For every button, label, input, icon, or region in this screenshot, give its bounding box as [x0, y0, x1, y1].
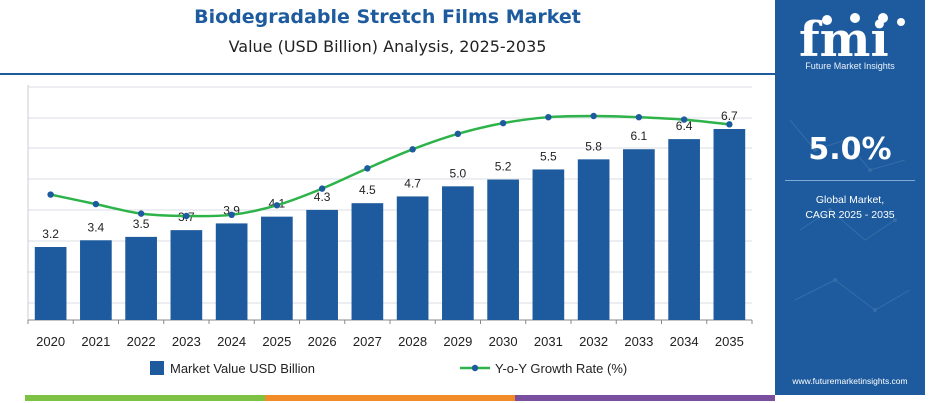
bar-2020 — [34, 247, 67, 320]
bar-label-2035: 6.7 — [721, 109, 738, 123]
footer-color-bar — [0, 395, 930, 403]
x-tick-label-2029: 2029 — [443, 334, 472, 349]
growth-point-2025 — [273, 202, 281, 209]
x-tick-label-2027: 2027 — [353, 334, 382, 349]
x-tick-label-2031: 2031 — [534, 334, 563, 349]
x-tick-label-2026: 2026 — [308, 334, 337, 349]
bar-label-2020: 3.2 — [42, 227, 59, 241]
x-tick-label-2034: 2034 — [670, 334, 699, 349]
bar-2025 — [261, 216, 293, 320]
bar-2028 — [396, 196, 429, 320]
bar-label-2032: 5.8 — [585, 139, 602, 153]
bar-2021 — [80, 240, 112, 320]
x-tick-label-2030: 2030 — [489, 334, 518, 349]
bar-label-2028: 4.7 — [404, 176, 421, 190]
growth-point-2034 — [680, 116, 688, 123]
website-link[interactable]: www.futuremarketinsights.com — [792, 376, 908, 386]
growth-line — [50, 114, 730, 218]
bar-2031 — [532, 169, 565, 320]
x-tick-label-2023: 2023 — [172, 334, 201, 349]
x-tick-label-2022: 2022 — [127, 334, 156, 349]
cagr-label-line2: CAGR 2025 - 2035 — [805, 209, 895, 221]
chart: 3.23.43.53.73.94.14.34.54.75.05.25.55.86… — [27, 85, 753, 376]
bar-2033 — [623, 149, 655, 320]
growth-point-2028 — [409, 146, 416, 153]
legend-bar-swatch — [150, 361, 164, 375]
x-tick-label-2024: 2024 — [217, 334, 246, 349]
bar-2026 — [306, 209, 338, 320]
bar-label-2030: 5.2 — [495, 160, 512, 174]
bar-2030 — [487, 179, 519, 320]
growth-point-2026 — [318, 185, 326, 192]
bar-label-2021: 3.4 — [88, 220, 105, 234]
x-tick-label-2035: 2035 — [715, 334, 744, 349]
bar-label-2031: 5.5 — [540, 149, 557, 163]
growth-point-2022 — [137, 210, 145, 217]
growth-point-2027 — [364, 165, 371, 172]
growth-point-2021 — [92, 200, 100, 208]
growth-point-2035 — [726, 121, 733, 128]
bar-2027 — [351, 203, 384, 320]
growth-point-2032 — [590, 112, 597, 120]
bar-label-2022: 3.5 — [133, 217, 150, 231]
growth-point-2020 — [47, 191, 54, 198]
sidebar-pattern — [789, 119, 911, 312]
bar-label-2026: 4.3 — [314, 190, 331, 204]
fmi-logo: fmi — [799, 12, 905, 60]
growth-point-2030 — [499, 119, 507, 127]
bar-2023 — [170, 230, 203, 320]
sidebar-divider — [785, 180, 915, 181]
header-rule — [0, 73, 775, 75]
bar-2032 — [577, 159, 610, 320]
growth-point-2023 — [183, 212, 190, 220]
x-tick-label-2020: 2020 — [36, 334, 65, 349]
bar-2029 — [442, 186, 474, 320]
growth-point-2024 — [228, 211, 235, 219]
x-tick-label-2033: 2033 — [624, 334, 653, 349]
logo-text: fmi — [799, 12, 889, 60]
bar-2024 — [215, 223, 248, 320]
cagr-value: 5.0% — [808, 132, 892, 167]
legend-bar-label: Market Value USD Billion — [170, 361, 315, 376]
bar-label-2033: 6.1 — [631, 129, 648, 143]
legend-line-marker — [471, 364, 479, 372]
footer-bar-purple — [515, 395, 775, 401]
chart-subtitle: Value (USD Billion) Analysis, 2025-2035 — [228, 37, 547, 56]
logo-subtitle: Future Market Insights — [805, 61, 895, 71]
x-tick-label-2032: 2032 — [579, 334, 608, 349]
bar-2022 — [125, 236, 157, 320]
growth-point-2029 — [454, 130, 462, 138]
chart-title: Biodegradable Stretch Films Market — [194, 6, 581, 28]
sidebar-panel: fmi Future Market Insights 5.0% Global M… — [775, 0, 925, 395]
cagr-label: Global Market, CAGR 2025 - 2035 — [775, 193, 925, 223]
cagr-label-line1: Global Market, — [815, 194, 885, 206]
legend-line-label: Y-o-Y Growth Rate (%) — [495, 361, 627, 376]
x-tick-label-2021: 2021 — [81, 334, 110, 349]
bar-label-2034: 6.4 — [676, 119, 693, 133]
x-tick-label-2025: 2025 — [262, 334, 291, 349]
bar-label-2029: 5.0 — [450, 166, 467, 180]
bar-2035 — [713, 129, 746, 320]
bar-2034 — [668, 139, 700, 320]
growth-point-2033 — [635, 113, 643, 121]
bar-label-2027: 4.5 — [359, 183, 376, 197]
growth-point-2031 — [545, 113, 552, 121]
footer-bar-orange — [265, 395, 515, 401]
footer-bar-green — [25, 395, 265, 401]
x-tick-label-2028: 2028 — [398, 334, 427, 349]
